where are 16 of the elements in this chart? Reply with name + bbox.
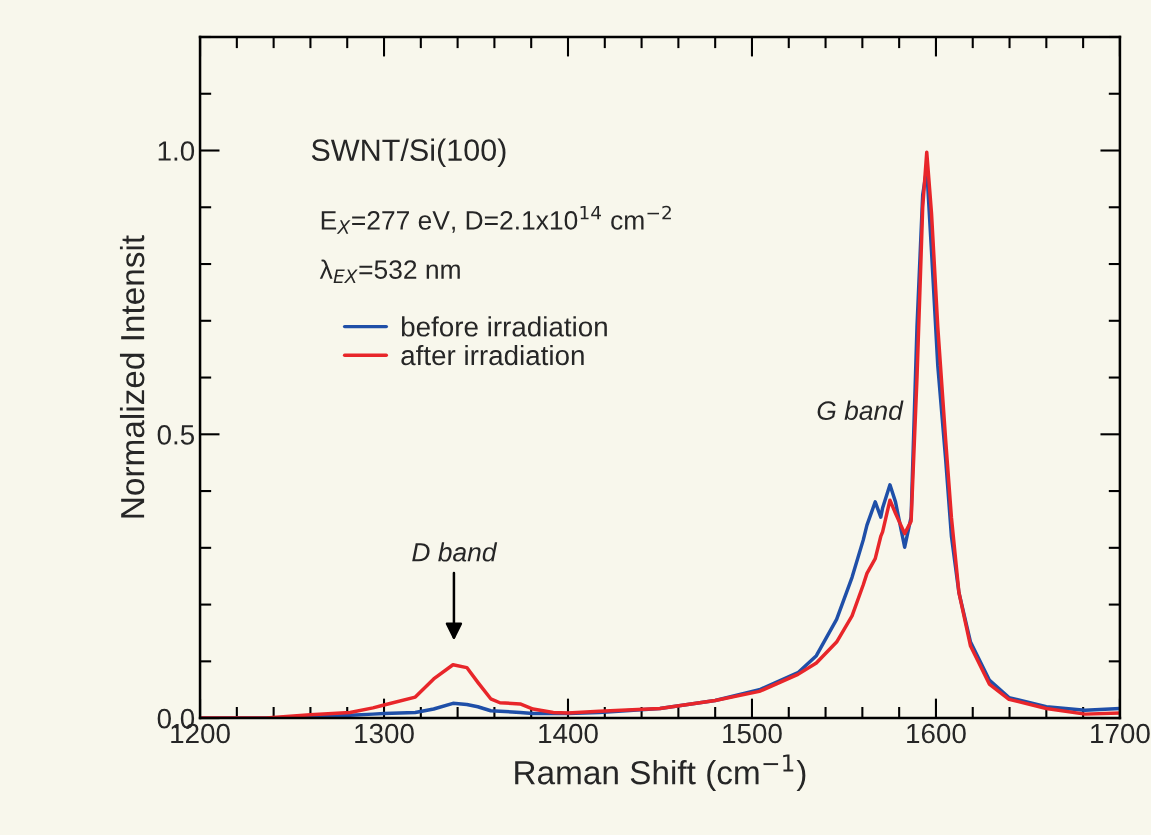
annotation: D band [412,542,498,562]
x-tick-label: 1300 [355,723,414,744]
x-tick-label: 1500 [723,723,782,744]
x-tick-label: 1700 [1091,723,1150,744]
y-axis-title: Normalized Intensit [119,235,145,518]
annotation: λ$_{EX}$=532 nm [319,259,460,283]
legend-label: before irradiation [401,316,607,337]
x-tick-label: 1400 [539,723,598,744]
y-tick-label: 1.0 [158,141,195,161]
annotation: G band [817,400,904,421]
x-tick-label: 1600 [907,723,966,744]
y-tick-label: 0.5 [157,424,195,445]
x-axis-title: Raman Shift (cm$^{−1}$) [515,754,806,792]
legend-label: after irradiation [401,344,584,366]
annotation: E$_{X}$=277 eV, D=2.1x10$^{14}$ cm$^{−2}$ [321,205,671,234]
annotation: SWNT/Si(100) [311,138,506,168]
